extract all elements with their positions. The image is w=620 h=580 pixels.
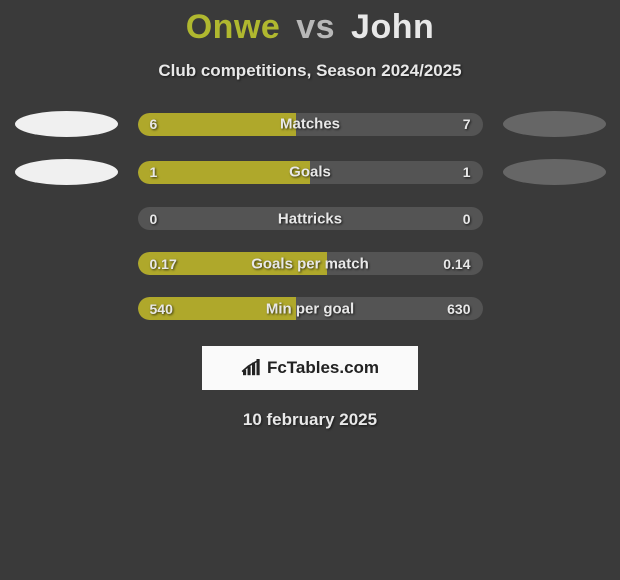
player1-name: Onwe [186,8,281,46]
stat-row: 1 Goals 1 [0,159,620,185]
stat-label: Min per goal [266,300,354,317]
stat-value-left: 0.17 [150,256,177,272]
stat-bar: 6 Matches 7 [138,113,483,136]
stat-value-left: 540 [150,301,173,317]
stat-row: 540 Min per goal 630 [0,297,620,320]
stat-value-right: 630 [447,301,470,317]
stat-value-left: 1 [150,164,158,180]
date-label: 10 february 2025 [0,410,620,430]
stat-label: Goals [289,164,331,181]
comparison-title: Onwe vs John [0,0,620,47]
stat-value-left: 6 [150,116,158,132]
stat-value-left: 0 [150,211,158,227]
stat-row: 0.17 Goals per match 0.14 [0,252,620,275]
bar-fill-left [138,161,311,184]
stat-label: Hattricks [278,210,342,227]
stat-value-right: 7 [463,116,471,132]
stat-bar: 0.17 Goals per match 0.14 [138,252,483,275]
source-logo: FcTables.com [202,346,418,390]
vs-separator: vs [296,8,335,46]
stat-row: 6 Matches 7 [0,111,620,137]
stat-bar: 540 Min per goal 630 [138,297,483,320]
player2-oval [503,159,606,185]
subtitle: Club competitions, Season 2024/2025 [0,61,620,81]
logo-text: FcTables.com [267,358,379,378]
chart-icon [241,359,263,377]
stat-value-right: 1 [463,164,471,180]
player1-oval [15,159,118,185]
stat-label: Matches [280,116,340,133]
stat-bar: 0 Hattricks 0 [138,207,483,230]
stat-value-right: 0.14 [443,256,470,272]
player2-oval [503,111,606,137]
player2-name: John [351,8,434,46]
stat-row: 0 Hattricks 0 [0,207,620,230]
stat-label: Goals per match [251,255,369,272]
player1-oval [15,111,118,137]
stat-bar: 1 Goals 1 [138,161,483,184]
stats-container: 6 Matches 7 1 Goals 1 0 Hattricks 0 0.17 Goals per… [0,111,620,320]
stat-value-right: 0 [463,211,471,227]
bar-fill-left [138,113,297,136]
